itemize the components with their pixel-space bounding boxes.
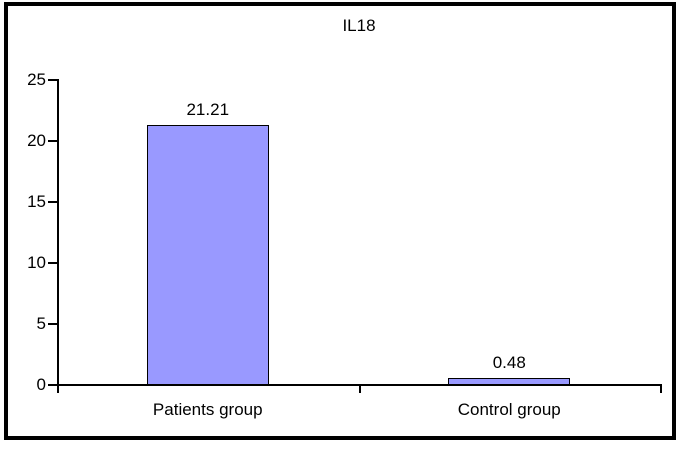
- y-axis-tick: [48, 323, 57, 325]
- chart-title: IL18: [342, 16, 376, 35]
- category-label-control-group: Control group: [457, 400, 561, 419]
- y-axis-tick: [48, 140, 57, 142]
- y-axis-tick-label: 25: [27, 70, 46, 89]
- y-axis-tick: [48, 201, 57, 203]
- y-axis-tick: [48, 79, 57, 81]
- x-axis-tick: [358, 384, 361, 393]
- y-axis-tick: [48, 262, 57, 264]
- y-axis-line: [57, 79, 59, 386]
- bar-control-group: [448, 378, 570, 385]
- y-axis-tick-label: 20: [27, 131, 46, 150]
- y-axis-tick: [48, 384, 57, 386]
- y-axis-tick-label: 10: [27, 253, 46, 272]
- chart-frame-border: [4, 2, 676, 440]
- bar-value-label: 0.48: [492, 353, 526, 372]
- y-axis-tick-label: 5: [36, 314, 46, 333]
- y-axis-tick-label: 0: [36, 375, 46, 394]
- x-axis-tick: [57, 384, 59, 393]
- y-axis-tick-label: 15: [27, 192, 46, 211]
- category-label-patients-group: Patients group: [152, 400, 263, 419]
- x-axis-tick: [660, 384, 662, 393]
- bar-patients-group: [147, 125, 269, 385]
- bar-value-label: 21.21: [186, 100, 230, 119]
